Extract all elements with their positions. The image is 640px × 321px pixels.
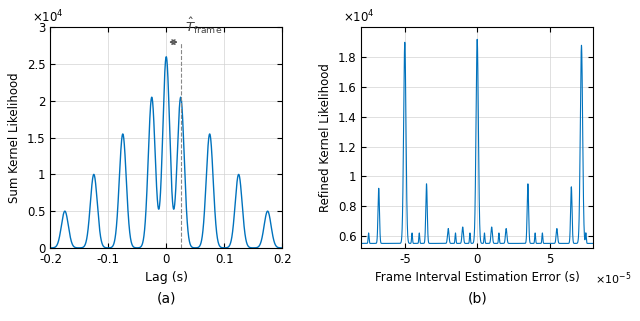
- X-axis label: Lag (s): Lag (s): [145, 271, 188, 284]
- Text: $\hat{T}_{\mathrm{frame}}$: $\hat{T}_{\mathrm{frame}}$: [185, 16, 222, 36]
- Text: $\times 10^4$: $\times 10^4$: [343, 9, 374, 25]
- Y-axis label: Refined Kernel Likelihood: Refined Kernel Likelihood: [319, 63, 332, 212]
- Text: $\times 10^4$: $\times 10^4$: [32, 9, 63, 25]
- Text: (a): (a): [157, 292, 176, 306]
- X-axis label: Frame Interval Estimation Error (s): Frame Interval Estimation Error (s): [375, 271, 580, 284]
- Text: $\times 10^{-5}$: $\times 10^{-5}$: [595, 270, 632, 287]
- Y-axis label: Sum Kernel Likelihood: Sum Kernel Likelihood: [8, 72, 21, 203]
- Text: (b): (b): [467, 292, 487, 306]
